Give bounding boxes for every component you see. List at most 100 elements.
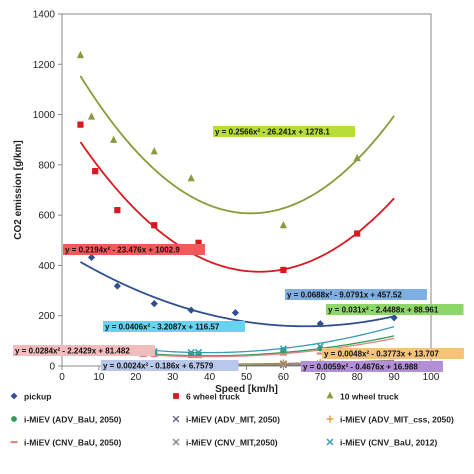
data-point-s2-0 <box>76 50 85 59</box>
y-axis-title: CO2 emission [g/km] <box>13 140 24 239</box>
data-point-s3-5 <box>317 345 324 352</box>
equation-box-5 <box>322 348 464 359</box>
legend-label-2: 10 wheel truck <box>340 392 399 402</box>
x-tick-label: 90 <box>389 372 401 383</box>
equation-label-7: y = 0.0059x² - 0.4676x + 16.988 <box>303 363 418 372</box>
legend-item-7: i-MiEV (CNV_MIT,2050) <box>172 438 278 448</box>
x-tick-label: 40 <box>204 372 216 383</box>
data-point-s1-0 <box>77 121 84 128</box>
equation-box-1 <box>63 244 205 255</box>
y-tick-label: 200 <box>38 311 55 322</box>
legend-marker-0 <box>10 392 18 400</box>
y-tick-label: 400 <box>38 261 55 272</box>
legend-marker-5 <box>326 415 334 423</box>
data-point-s0-5 <box>316 320 324 328</box>
data-point-s1-6 <box>354 230 361 237</box>
trendline-1 <box>79 141 395 273</box>
plot-area: 0 200 400 600 800 1000 1200 1400 0 10 20 30 40 50 60 70… <box>13 10 464 395</box>
x-tick-label: 60 <box>278 372 290 383</box>
data-point-s2-6 <box>353 153 361 162</box>
x-tick-label: 100 <box>423 372 440 383</box>
data-point-s6-0 <box>139 354 147 358</box>
data-point-s8-2 <box>187 348 195 357</box>
x-tick-label: 70 <box>315 372 327 383</box>
data-point-s0-2 <box>150 300 158 308</box>
legend: pickup 6 wheel truck 10 wheel truck i-MiEV … <box>10 391 454 448</box>
y-tick-label: 0 <box>49 362 55 373</box>
legend-marker-1 <box>173 393 179 399</box>
data-point-s0-1 <box>113 282 121 290</box>
legend-item-2: 10 wheel truck <box>326 391 399 402</box>
equation-box-0 <box>285 289 427 300</box>
legend-item-8: i-MiEV (CNV_BaU, 2012) <box>326 438 437 448</box>
data-point-s2-2 <box>110 135 118 143</box>
equation-label-2: y = 0.2566x² - 26.241x + 1278.1 <box>215 128 330 137</box>
data-point-s2-5 <box>279 221 287 229</box>
data-point-s2-4 <box>187 174 195 182</box>
trendline-8 <box>135 325 395 354</box>
legend-label-8: i-MiEV (CNV_BaU, 2012) <box>340 438 437 448</box>
x-tick-label: 30 <box>167 372 179 383</box>
legend-marker-8 <box>326 438 334 446</box>
legend-item-0: pickup <box>10 392 51 402</box>
data-point-s6-3 <box>194 355 203 359</box>
y-tick-label: 1000 <box>33 110 56 121</box>
equation-box-7 <box>301 361 443 372</box>
x-tick-label: 10 <box>93 372 105 383</box>
legend-label-1: 6 wheel truck <box>186 392 240 402</box>
legend-label-7: i-MiEV (CNV_MIT,2050) <box>186 438 278 448</box>
data-point-s1-3 <box>151 222 158 229</box>
data-point-s8-4 <box>279 345 288 353</box>
data-point-s7-4 <box>279 360 288 368</box>
legend-marker-4 <box>172 415 180 423</box>
data-point-s2-1 <box>87 112 96 120</box>
equation-box-3 <box>326 304 464 315</box>
y-tick-label: 1400 <box>33 10 56 21</box>
data-point-s1-5 <box>280 266 287 274</box>
data-point-s0-6 <box>390 314 398 322</box>
equation-box-8 <box>103 321 245 332</box>
equation-label-3: y = 0.031x² - 2.4488x + 88.961 <box>328 306 439 315</box>
legend-label-6: i-MiEV (CNV_BaU, 2050) <box>24 438 121 448</box>
equation-label-5: y = 0.0048x² - 0.3773x + 13.707 <box>324 350 439 359</box>
equation-label-1: y = 0.2194x² - 23.476x + 1002.9 <box>65 246 180 255</box>
data-point-s3-3 <box>195 350 202 358</box>
equation-label-8: y = 0.0406x² - 3.2087x + 116.57 <box>105 323 220 332</box>
equation-box-2 <box>213 126 355 137</box>
legend-item-4: i-MiEV (ADV_MIT, 2050) <box>172 415 280 425</box>
x-tick-label: 80 <box>352 372 364 383</box>
data-point-s0-3 <box>187 306 195 314</box>
data-point-s0-4 <box>231 309 240 317</box>
legend-marker-7 <box>172 438 180 446</box>
legend-item-6: i-MiEV (CNV_BaU, 2050) <box>10 438 121 448</box>
equation-label-0: y = 0.0688x² - 9.0791x + 457.52 <box>287 291 402 300</box>
x-axis-title: Speed [km/h] <box>215 384 278 395</box>
legend-marker-2 <box>326 391 334 399</box>
data-point-s2-3 <box>150 147 158 155</box>
trendline-6 <box>135 337 395 358</box>
x-tick-label: 0 <box>59 372 65 383</box>
legend-label-3: i-MiEV (ADV_BaU, 2050) <box>24 415 121 425</box>
y-tick-label: 800 <box>38 160 55 171</box>
data-point-s1-2 <box>114 207 121 214</box>
equation-label-6: y = 0.0284x² - 2.2429x + 81.482 <box>15 347 130 356</box>
x-tick-label: 50 <box>241 372 253 383</box>
legend-marker-6 <box>10 441 18 444</box>
data-point-s3-4 <box>280 347 287 354</box>
data-point-s6-2 <box>187 355 195 359</box>
trendline-3 <box>135 335 395 357</box>
equation-label-4: y = 0.0024x² - 0.186x + 6.7579 <box>103 362 214 371</box>
equation-box-6 <box>13 345 155 356</box>
equation-box-4 <box>101 360 239 371</box>
data-point-s3-2 <box>188 350 195 358</box>
y-tick-label: 1200 <box>33 60 56 71</box>
legend-item-5: i-MiEV (ADV_MIT_css, 2050) <box>326 415 454 425</box>
data-point-s6-4 <box>279 353 287 356</box>
legend-marker-3 <box>11 416 17 422</box>
data-point-s6-5 <box>316 352 324 355</box>
y-tick-label: 600 <box>38 211 55 222</box>
data-point-s1-1 <box>92 168 99 175</box>
data-point-s1-4 <box>195 239 202 246</box>
legend-label-0: pickup <box>24 392 51 402</box>
data-point-s8-3 <box>194 348 203 357</box>
